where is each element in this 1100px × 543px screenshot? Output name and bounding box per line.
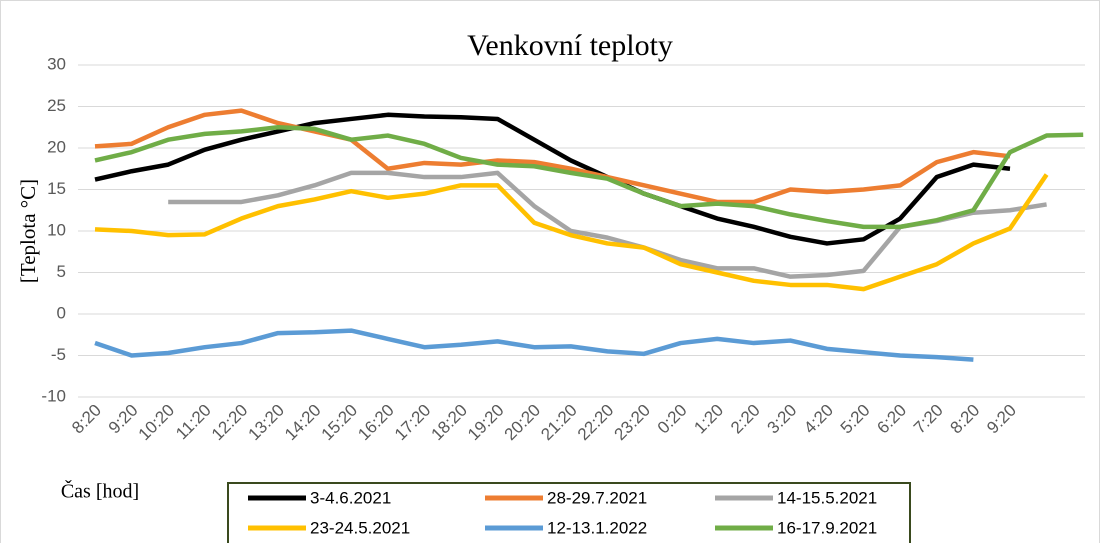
y-tick-label: 15	[47, 179, 66, 198]
y-tick-label: 20	[47, 137, 66, 156]
y-tick-label: 25	[47, 96, 66, 115]
x-axis-label: Čas [hod]	[61, 479, 139, 503]
legend-label: 23-24.5.2021	[310, 518, 410, 537]
series-line	[94, 173, 1049, 292]
series-line	[94, 125, 1084, 230]
legend-box	[227, 482, 911, 543]
legend-label: 3-4.6.2021	[310, 488, 391, 507]
y-tick-label: -5	[51, 345, 66, 364]
y-tick-label: 10	[47, 220, 66, 239]
series-line	[94, 108, 1011, 205]
y-tick-label: 30	[47, 54, 66, 73]
y-axis-label: [Teplota °C]	[16, 179, 40, 283]
legend-label: 14-15.5.2021	[777, 488, 877, 507]
series-line	[94, 112, 1011, 246]
y-tick-label: 0	[57, 303, 66, 322]
series-line	[94, 328, 974, 362]
y-tick-label: -10	[41, 386, 66, 405]
chart-title: Venkovní teploty	[467, 29, 673, 62]
legend-label: 12-13.1.2022	[547, 518, 647, 537]
legend-label: 28-29.7.2021	[547, 488, 647, 507]
legend-label: 16-17.9.2021	[777, 518, 877, 537]
y-tick-label: 5	[57, 262, 66, 281]
